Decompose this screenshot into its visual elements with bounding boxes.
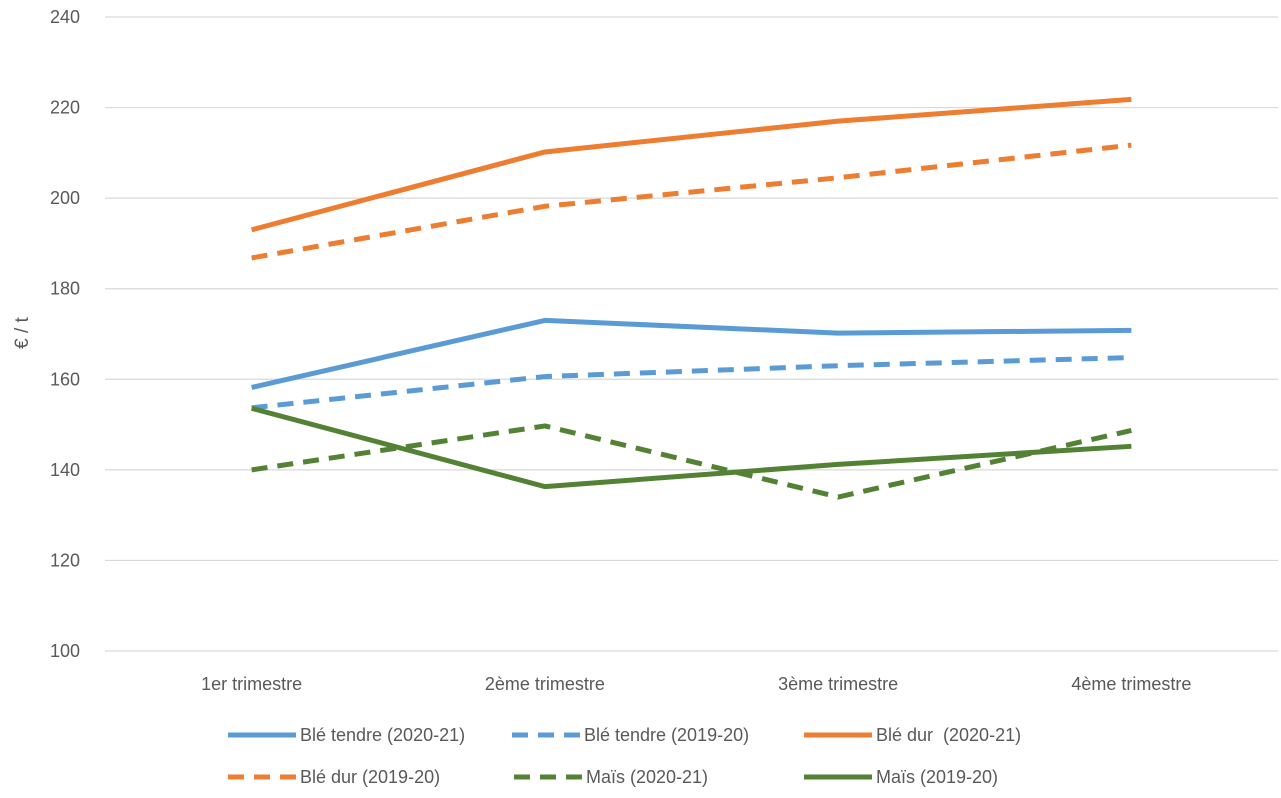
legend-label: Blé tendre (2019-20) — [584, 725, 749, 745]
legend-item: Maïs (2020-21) — [514, 767, 708, 787]
series-4 — [251, 423, 1132, 500]
y-tick-label: 220 — [50, 98, 80, 118]
series-line — [250, 96, 1132, 233]
legend-label: Maïs (2020-21) — [586, 767, 708, 787]
x-axis-ticks: 1er trimestre 2ème trimestre 3ème trimestr… — [201, 674, 1191, 694]
series-line — [250, 405, 1132, 490]
y-axis-title: € / t — [12, 316, 33, 348]
legend-item: Blé tendre (2020-21) — [228, 725, 465, 745]
y-tick-label: 200 — [50, 188, 80, 208]
series-line — [251, 142, 1132, 261]
series-line — [251, 355, 1132, 411]
legend-item: Blé dur (2020-21) — [804, 725, 1021, 745]
series-1 — [251, 355, 1132, 411]
x-tick-label: 2ème trimestre — [485, 674, 605, 694]
y-axis-ticks: 100 120 140 160 180 200 220 240 — [50, 7, 80, 661]
series-line — [251, 423, 1132, 500]
legend-label: Blé dur (2019-20) — [300, 767, 440, 787]
series-0 — [251, 317, 1132, 390]
y-tick-label: 120 — [50, 550, 80, 570]
x-tick-label: 4ème trimestre — [1071, 674, 1191, 694]
legend-item: Maïs (2019-20) — [804, 767, 998, 787]
legend-label: Blé tendre (2020-21) — [300, 725, 465, 745]
gridlines — [105, 16, 1278, 652]
y-tick-label: 160 — [50, 369, 80, 389]
legend-label: Maïs (2019-20) — [876, 767, 998, 787]
series-line — [251, 317, 1132, 390]
y-tick-label: 140 — [50, 460, 80, 480]
series-5 — [250, 405, 1132, 490]
x-tick-label: 3ème trimestre — [778, 674, 898, 694]
x-tick-label: 1er trimestre — [201, 674, 302, 694]
series-2 — [250, 96, 1132, 233]
legend-label: Blé dur (2020-21) — [876, 725, 1021, 745]
legend-item: Blé tendre (2019-20) — [512, 725, 749, 745]
legend: Blé tendre (2020-21) Blé tendre (2019-20)… — [228, 725, 1021, 787]
y-tick-label: 100 — [50, 641, 80, 661]
y-tick-label: 240 — [50, 7, 80, 27]
series-lines — [250, 96, 1132, 500]
series-3 — [251, 142, 1132, 261]
legend-item: Blé dur (2019-20) — [228, 767, 440, 787]
y-tick-label: 180 — [50, 279, 80, 299]
